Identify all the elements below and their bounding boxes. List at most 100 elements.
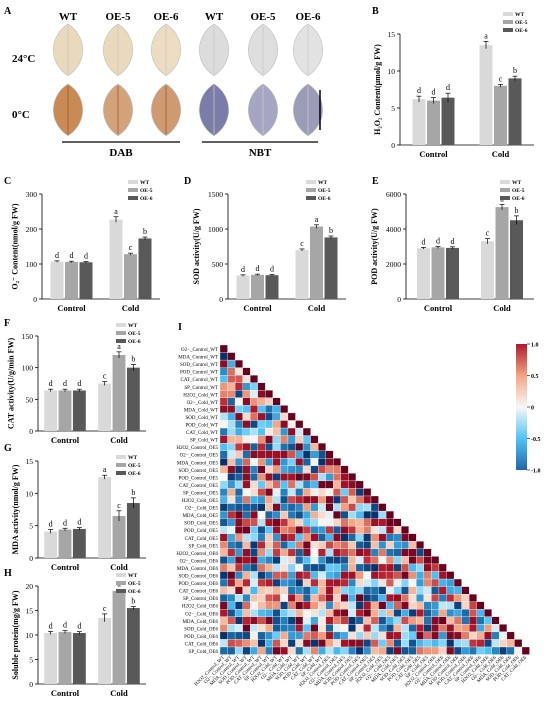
heatmap-cell <box>325 609 334 617</box>
heatmap-cell <box>385 586 394 595</box>
heatmap-row-label: SP_Control_OE5 <box>183 491 219 496</box>
heatmap-cell <box>340 586 349 595</box>
heatmap-cell <box>234 458 243 466</box>
heatmap-cell <box>310 533 319 542</box>
heatmap-cell <box>378 586 387 595</box>
heatmap-cell <box>378 518 387 527</box>
heatmap-cell <box>370 526 379 534</box>
heatmap-cell <box>257 458 266 466</box>
heatmap-cell <box>401 631 409 640</box>
heatmap-cell <box>265 578 273 587</box>
b-bar-oe-5-control <box>427 100 440 145</box>
heatmap-cell <box>348 533 357 542</box>
heatmap-cell <box>265 488 273 497</box>
heatmap-cell <box>348 563 357 572</box>
heatmap-cell <box>250 420 258 429</box>
heatmap-cell <box>250 503 258 512</box>
panel-d-chart: D 0 500 1000 1500 SOD activity(U/g FW) Control… <box>184 176 346 313</box>
heatmap-cell <box>401 624 409 633</box>
heatmap-cell <box>333 563 341 572</box>
heatmap-cell <box>227 586 236 595</box>
heatmap-cell <box>317 578 326 587</box>
heatmap-cell <box>370 594 379 602</box>
heatmap-cell <box>295 616 304 625</box>
heatmap-cell <box>355 541 364 549</box>
heatmap-cell <box>370 541 379 549</box>
h-legend-label: WT <box>128 573 138 579</box>
col-label-wt-dab: WT <box>59 11 78 23</box>
heatmap-row-label: H2O2_Cold_WT <box>183 393 218 398</box>
heatmap-cell <box>234 571 243 580</box>
heatmap-cell <box>227 420 236 429</box>
heatmap-cell <box>310 442 319 451</box>
heatmap-cell <box>401 541 409 549</box>
heatmap-cell <box>355 503 364 512</box>
heatmap-cell <box>287 609 296 617</box>
heatmap-cell <box>242 526 251 534</box>
heatmap-cell <box>348 578 357 587</box>
heatmap-cell <box>348 609 357 617</box>
heatmap-cell <box>393 594 402 602</box>
heatmap-cell <box>302 601 311 610</box>
heatmap-cell <box>438 616 447 625</box>
heatmap-row-label: SOD_Control_OE6 <box>179 575 219 580</box>
heatmap-cell <box>242 646 251 655</box>
g-legend-swatch-wt <box>116 455 126 459</box>
heatmap-cell <box>340 510 349 519</box>
heatmap-cell <box>257 405 266 414</box>
heatmap-cell <box>310 616 319 625</box>
heatmap-cell <box>370 601 379 610</box>
d-ytick-label: 1000 <box>208 225 223 234</box>
heatmap-cell <box>234 359 243 368</box>
heatmap-cell <box>408 533 417 542</box>
heatmap-cell <box>295 631 304 640</box>
heatmap-cell <box>265 631 273 640</box>
heatmap-cell <box>227 382 236 391</box>
heatmap-cell <box>355 601 364 610</box>
heatmap-cell <box>280 631 289 640</box>
d-bar-oe-5-cold <box>310 226 323 299</box>
heatmap-cell <box>295 435 304 444</box>
heatmap-cell <box>234 480 243 489</box>
heatmap-cell <box>355 480 364 489</box>
heatmap-cell <box>287 578 296 587</box>
heatmap-cell <box>370 609 379 617</box>
panel-letter-c: C <box>4 176 11 187</box>
heatmap-cell <box>393 624 402 633</box>
heatmap-cell <box>265 533 273 542</box>
heatmap-cell <box>227 631 236 640</box>
heatmap-cell <box>325 473 334 482</box>
heatmap-cell <box>302 563 311 572</box>
heatmap-cell <box>302 578 311 587</box>
heatmap-cell <box>416 578 424 587</box>
heatmap-cell <box>385 624 394 633</box>
g-ytick-label: 5 <box>29 522 33 531</box>
e-legend-label: OE-5 <box>512 188 525 194</box>
panel-letter-b: B <box>372 6 379 17</box>
heatmap-cell <box>242 450 251 459</box>
heatmap-cell <box>295 601 304 610</box>
heatmap-cell <box>317 571 326 580</box>
c-bar-wt-cold <box>109 219 123 299</box>
b-significance-letter: a <box>484 31 488 40</box>
heatmap-cell <box>227 609 236 617</box>
heatmap-row-label: MDA_Control_OE6 <box>177 567 219 572</box>
heatmap-cell <box>484 616 492 625</box>
heatmap-cell <box>401 563 409 572</box>
heatmap-cell <box>250 631 258 640</box>
heatmap-cell <box>461 616 470 625</box>
heatmap-cell <box>325 465 334 474</box>
heatmap-cell <box>250 405 258 414</box>
heatmap-cell <box>295 646 304 655</box>
h-bar-wt-control <box>44 633 58 684</box>
heatmap-cell <box>310 465 319 474</box>
heatmap-row-label: SP_Cold_OE6 <box>189 650 219 655</box>
heatmap-cell <box>317 586 326 595</box>
heatmap-cell <box>219 435 228 444</box>
heatmap-cell <box>363 548 372 557</box>
heatmap-cell <box>385 571 394 580</box>
b-legend-swatch-oe-5 <box>503 20 513 24</box>
b-ytick-label: 15 <box>388 30 396 39</box>
heatmap-cell <box>363 526 372 534</box>
f-bar-oe-5-control <box>58 390 72 431</box>
